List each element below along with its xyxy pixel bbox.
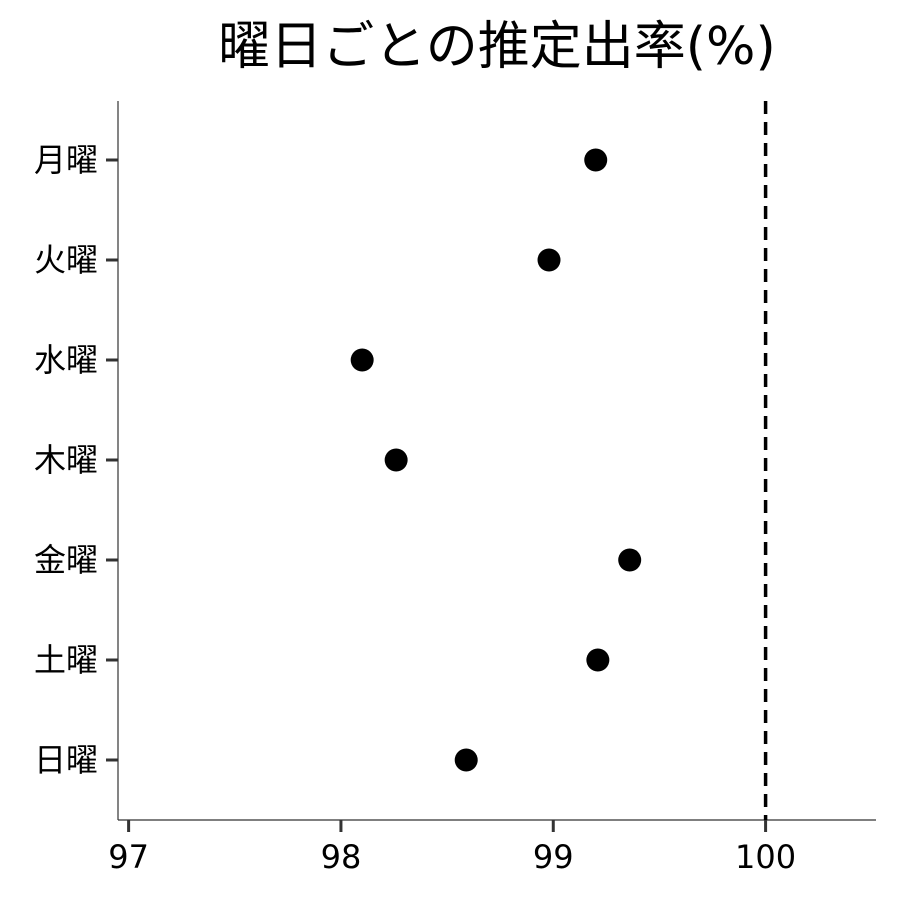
data-point — [618, 548, 642, 572]
y-tick-label: 木曜 — [34, 441, 98, 479]
y-tick-label: 水曜 — [34, 341, 98, 379]
y-tick-label: 土曜 — [34, 641, 98, 679]
data-point — [350, 348, 374, 372]
y-tick-label: 日曜 — [34, 741, 98, 779]
data-point — [454, 748, 478, 772]
x-tick-label: 97 — [108, 838, 149, 876]
data-point — [537, 248, 561, 272]
y-tick-label: 火曜 — [34, 241, 98, 279]
x-tick-label: 100 — [735, 838, 796, 876]
y-tick-label: 月曜 — [34, 141, 98, 179]
x-axis-ticks: 97 98 99 100 — [108, 820, 796, 876]
chart-title: 曜日ごとの推定出率(%) — [218, 17, 775, 77]
x-tick-label: 98 — [321, 838, 362, 876]
data-point — [586, 648, 610, 672]
data-point — [584, 148, 608, 172]
data-point — [384, 448, 408, 472]
data-points — [350, 148, 642, 772]
y-tick-label: 金曜 — [34, 541, 98, 579]
x-tick-label: 99 — [533, 838, 574, 876]
